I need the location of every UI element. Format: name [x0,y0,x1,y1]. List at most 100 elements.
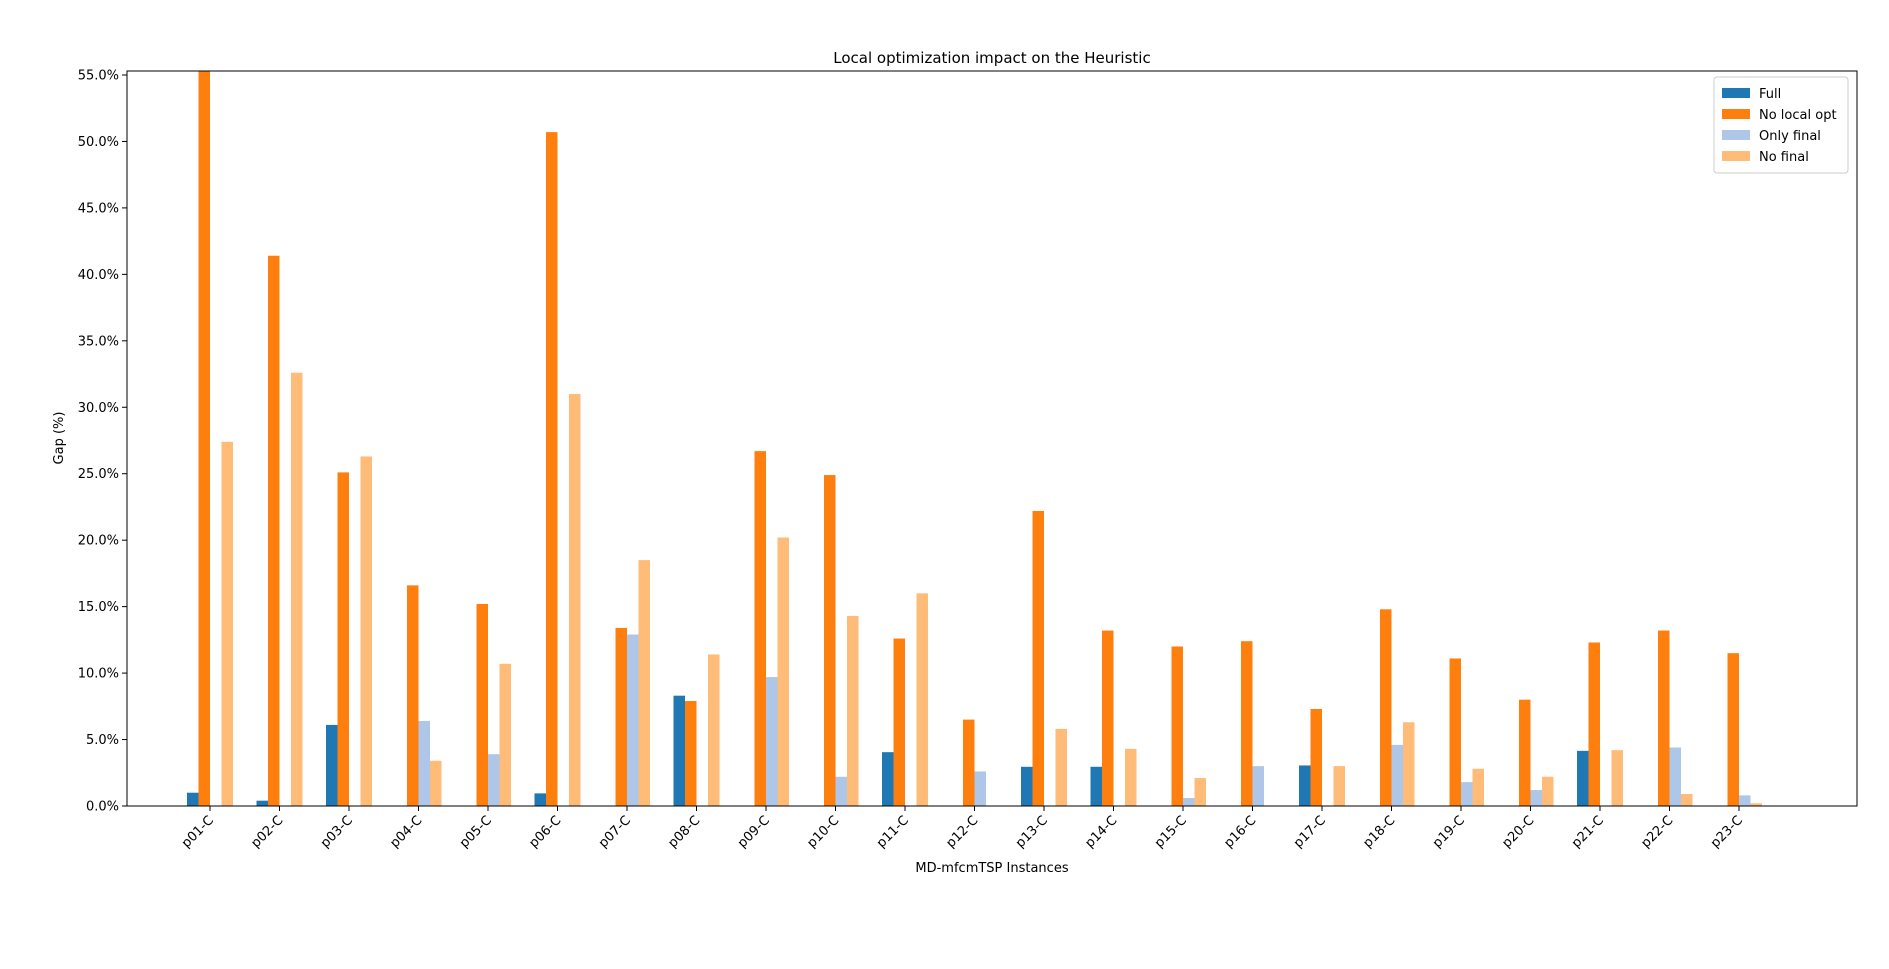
bar-no-local-opt-p10-c [824,475,836,806]
x-tick-label: p11-C [874,813,912,851]
x-tick-label: p10-C [804,813,842,851]
x-tick-label: p18-C [1360,813,1398,851]
x-tick-label: p02-C [248,813,286,851]
bar-no-local-opt-p22-c [1658,630,1670,806]
bar-no-local-opt-p16-c [1241,641,1253,806]
bar-no-final-p04-c [430,760,442,806]
legend-swatch [1722,151,1750,161]
bar-no-final-p15-c [1194,778,1206,806]
bar-no-local-opt-p01-c [198,71,210,806]
bar-only-final-p22-c [1669,747,1681,806]
bar-no-local-opt-p19-c [1449,658,1461,806]
y-tick-label: 25.0% [78,467,119,482]
legend-swatch [1722,109,1750,119]
legend-box [1713,76,1849,174]
chart-title: Local optimization impact on the Heurist… [833,49,1150,67]
x-tick-label: p03-C [318,813,356,851]
bar-no-final-p11-c [916,593,928,806]
plot-frame [126,70,1858,807]
y-axis-title: Gap (%) [52,412,67,465]
legend-label: Full [1759,87,1781,102]
x-tick-label: p01-C [179,813,217,851]
y-tick-label: 5.0% [86,733,119,748]
bar-no-final-p06-c [569,393,581,806]
bar-only-final-p18-c [1391,744,1403,806]
y-tick-label: 20.0% [78,534,119,549]
x-tick-label: p08-C [665,813,703,851]
bar-full-p17-c [1299,765,1311,806]
bar-full-p11-c [882,752,894,806]
x-tick-label: p21-C [1569,813,1607,851]
bar-no-final-p14-c [1125,748,1137,806]
bar-only-final-p16-c [1252,766,1264,806]
bar-full-p02-c [256,800,268,806]
y-tick-label: 50.0% [78,135,119,150]
y-tick-label: 55.0% [78,68,119,83]
y-axis: 0.0% 5.0% 10.0% 15.0% 20.0% 25.0% 30.0% 35.0% 40… [78,68,127,815]
x-tick-label: p05-C [457,813,495,851]
y-tick-label: 0.0% [86,800,119,815]
bar-no-local-opt-p06-c [546,132,558,807]
x-tick-label: p07-C [596,813,634,851]
bar-no-local-opt-p03-c [337,472,349,806]
x-tick-label: p16-C [1221,813,1259,851]
bar-no-local-opt-p09-c [754,451,766,806]
bar-no-local-opt-p15-c [1171,646,1183,806]
y-tick-label: 10.0% [78,667,119,682]
bar-full-p08-c [673,695,685,806]
bar-only-final-p10-c [835,776,847,806]
bar-no-final-p20-c [1542,776,1554,806]
bar-no-local-opt-p17-c [1310,708,1322,806]
bar-no-final-p02-c [291,372,303,806]
bar-no-local-opt-p21-c [1588,642,1600,806]
x-tick-label: p19-C [1430,813,1468,851]
bar-no-local-opt-p08-c [685,701,697,806]
bar-no-final-p05-c [499,663,511,806]
legend-swatch [1722,130,1750,140]
x-tick-label: p14-C [1082,813,1120,851]
y-tick-label: 40.0% [78,268,119,283]
bar-only-final-p09-c [766,677,778,806]
bar-no-local-opt-p13-c [1032,510,1044,806]
bar-only-final-p23-c [1739,795,1751,806]
y-tick-label: 15.0% [78,600,119,615]
bar-only-final-p12-c [974,771,986,806]
bar-no-local-opt-p23-c [1727,653,1739,806]
x-tick-label: p12-C [943,813,981,851]
bar-no-final-p03-c [360,456,372,806]
bar-only-final-p20-c [1530,790,1542,806]
bar-no-final-p22-c [1681,794,1693,806]
bar-no-final-p08-c [708,654,720,806]
bar-full-p03-c [326,724,338,806]
bar-no-local-opt-p18-c [1380,609,1392,806]
bar-no-local-opt-p04-c [407,585,419,806]
x-tick-label: p04-C [387,813,425,851]
x-tick-label: p20-C [1499,813,1537,851]
bar-no-final-p23-c [1750,803,1762,806]
x-tick-label: p06-C [526,813,564,851]
bar-no-local-opt-p11-c [893,638,905,806]
x-tick-label: p22-C [1638,813,1676,851]
bar-no-final-p13-c [1055,728,1067,806]
legend-label: No final [1759,150,1809,165]
bar-no-local-opt-p07-c [615,627,627,806]
legend-label: Only final [1759,129,1821,144]
x-tick-label: p17-C [1291,813,1329,851]
legend-swatch [1722,88,1750,98]
y-tick-label: 45.0% [78,201,119,216]
bar-no-local-opt-p02-c [268,255,280,807]
x-tick-label: p09-C [735,813,773,851]
bar-only-final-p19-c [1461,782,1473,806]
bar-no-final-p18-c [1403,722,1415,806]
bar-no-final-p17-c [1333,766,1345,806]
bar-no-local-opt-p14-c [1102,630,1114,806]
bar-no-final-p07-c [638,560,650,806]
bar-full-p14-c [1090,766,1102,806]
x-tick-label: p15-C [1152,813,1190,851]
bar-no-local-opt-p12-c [963,719,975,806]
bar-only-final-p05-c [488,754,500,806]
x-axis-title: MD-mfcmTSP Instances [915,861,1068,876]
bars-layer [187,71,1762,807]
x-tick-label: p23-C [1708,813,1746,851]
